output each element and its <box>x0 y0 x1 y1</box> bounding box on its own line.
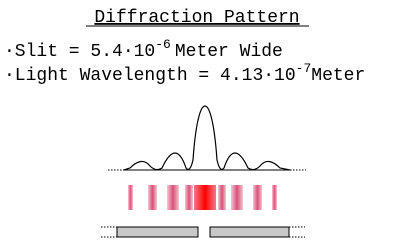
wavelength-line: ·Light Wavelength = 4.13·10-7Meter <box>4 61 365 86</box>
wavelength-text: ·Light Wavelength = 4.13·10 <box>4 66 296 86</box>
fringe <box>185 185 193 210</box>
fringe-center <box>194 185 216 210</box>
fringe <box>128 185 133 210</box>
fringe <box>272 185 277 210</box>
fringe <box>218 185 226 210</box>
slit-exponent: -6 <box>155 37 171 52</box>
slit-line: ·Slit = 5.4·10-6 Meter Wide <box>4 37 283 62</box>
fringe <box>148 185 157 210</box>
intensity-curve <box>124 106 290 170</box>
barrier-left <box>117 227 198 237</box>
fringe-bands <box>128 185 277 210</box>
wavelength-unit: Meter <box>311 66 365 86</box>
barrier-right <box>210 227 289 237</box>
wavelength-exponent: -7 <box>296 61 312 76</box>
fringe <box>253 185 262 210</box>
slit-text: ·Slit = 5.4·10 <box>4 42 155 62</box>
fringe <box>231 185 243 210</box>
title: Diffraction Pattern <box>94 8 299 28</box>
diffraction-view: Diffraction Pattern ·Slit = 5.4·10-6 Mete… <box>0 0 415 244</box>
slit-barrier <box>101 227 305 237</box>
slit-unit: Meter Wide <box>175 42 283 62</box>
fringe <box>167 185 179 210</box>
